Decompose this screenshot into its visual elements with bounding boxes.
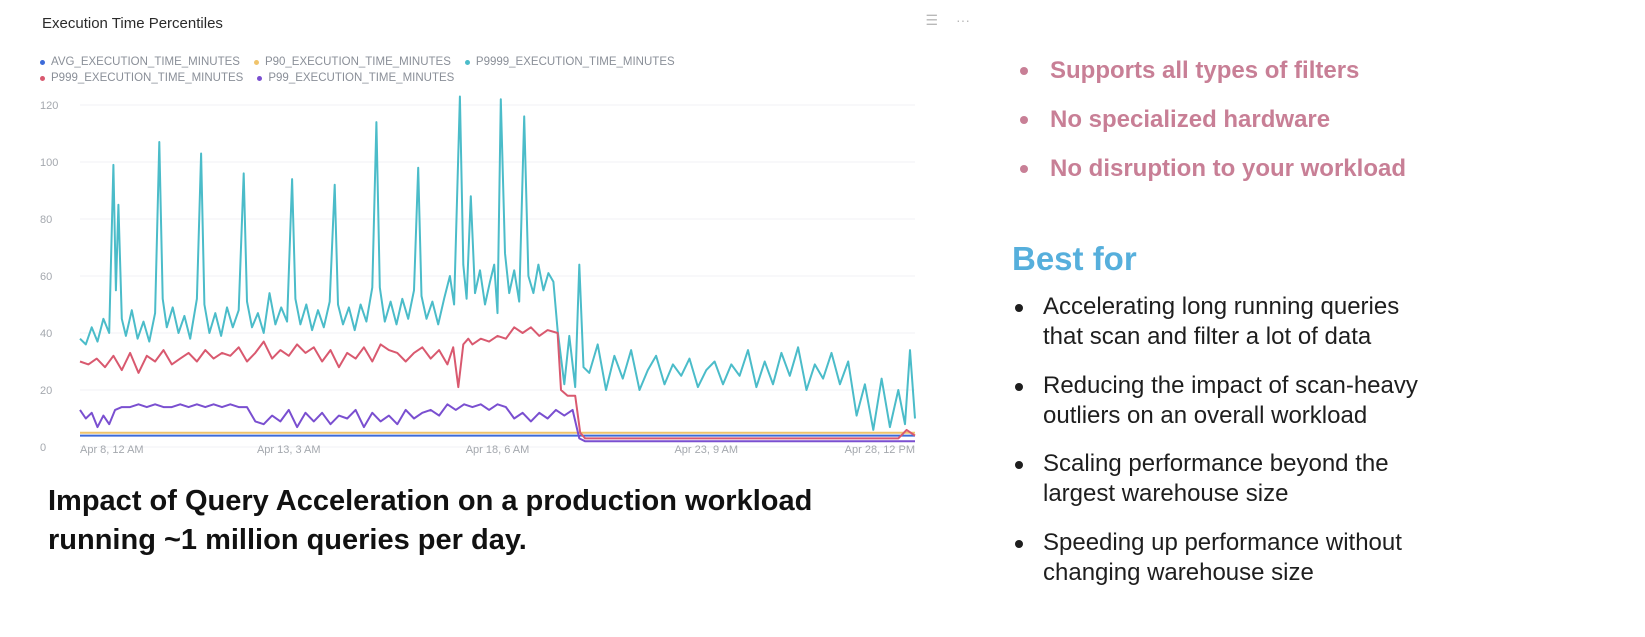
legend-swatch xyxy=(257,75,263,81)
feature-list: Supports all types of filters No special… xyxy=(1020,46,1406,193)
best-for-item-line: Scaling performance beyond the xyxy=(1043,450,1389,477)
legend-swatch xyxy=(464,59,470,65)
legend-swatch xyxy=(40,59,45,65)
bullet-icon xyxy=(1015,461,1023,469)
y-tick-label: 60 xyxy=(40,271,52,283)
legend-label: P90_EXECUTION_TIME_MINUTES xyxy=(264,56,451,68)
series-line-p9999-execution-time-minutes xyxy=(79,95,916,431)
bullet-icon xyxy=(1020,115,1028,124)
best-for-item-line: that scan and filter a lot of data xyxy=(1043,323,1372,350)
chart-title: Execution Time Percentiles xyxy=(42,15,223,32)
more-options-icon[interactable]: ··· xyxy=(956,12,970,28)
legend-swatch xyxy=(253,59,259,65)
legend-row-2: P999_EXECUTION_TIME_MINUTES P99_EXECUTIO… xyxy=(40,70,760,86)
x-tick-label: Apr 28, 12 PM xyxy=(845,444,915,456)
legend-item-p90[interactable]: P90_EXECUTION_TIME_MINUTES xyxy=(253,56,451,68)
best-for-item-line: Reducing the impact of scan-heavy xyxy=(1043,371,1418,399)
best-for-item: Scaling performance beyond the largest w… xyxy=(1015,449,1615,509)
best-for-item: Accelerating long running queries that s… xyxy=(1015,292,1615,352)
legend-label: P9999_EXECUTION_TIME_MINUTES xyxy=(475,56,675,68)
bullet-icon xyxy=(1020,164,1028,173)
bullet-icon xyxy=(1015,304,1023,312)
series-line-p99-execution-time-minutes xyxy=(79,403,915,443)
series-line-p999-execution-time-minutes xyxy=(79,326,916,440)
x-tick-label: Apr 18, 6 AM xyxy=(466,444,530,456)
feature-text: Supports all types of filters xyxy=(1050,56,1360,84)
y-tick-label: 0 xyxy=(40,442,46,454)
y-tick-label: 120 xyxy=(40,100,58,112)
legend-row-1: AVG_EXECUTION_TIME_MINUTES P90_EXECUTION… xyxy=(40,54,760,70)
best-for-item-line: outliers on an overall workload xyxy=(1043,401,1368,429)
x-tick-label: Apr 13, 3 AM xyxy=(257,444,321,456)
x-tick-label: Apr 23, 9 AM xyxy=(674,444,738,456)
feature-text: No disruption to your workload xyxy=(1050,154,1406,182)
legend-label: P999_EXECUTION_TIME_MINUTES xyxy=(51,72,244,84)
y-tick-label: 40 xyxy=(40,328,52,340)
line-chart-plot[interactable]: 0 20 40 60 80 100 120 Apr 8, 12 AM Apr 13, 3 AM A… xyxy=(30,0,970,480)
chart-caption: Impact of Query Acceleration on a produc… xyxy=(48,482,948,560)
caption-line-2: running ~1 million queries per day. xyxy=(48,524,527,556)
best-for-list: Accelerating long running queries that s… xyxy=(1015,292,1615,606)
menu-icon[interactable]: ☰ xyxy=(925,12,938,28)
best-for-item-line: Accelerating long running queries xyxy=(1043,293,1400,320)
best-for-item-line: Speeding up performance without xyxy=(1043,528,1402,556)
feature-text: No specialized hardware xyxy=(1050,105,1331,133)
legend-item-p99[interactable]: P99_EXECUTION_TIME_MINUTES xyxy=(257,72,454,84)
chart-toolbar: ☰ ··· xyxy=(925,12,970,29)
best-for-item: Speeding up performance without changing… xyxy=(1015,528,1615,588)
chart-panel: Execution Time Percentiles ☰ ··· AVG_EXE… xyxy=(30,0,970,490)
chart-legend: AVG_EXECUTION_TIME_MINUTES P90_EXECUTION… xyxy=(40,54,760,86)
feature-item: No disruption to your workload xyxy=(1020,144,1406,193)
y-tick-label: 20 xyxy=(40,385,52,397)
feature-item: Supports all types of filters xyxy=(1020,46,1406,95)
bullet-icon xyxy=(1015,382,1023,391)
bullet-icon xyxy=(1015,539,1023,548)
y-tick-label: 80 xyxy=(40,214,52,226)
legend-label: AVG_EXECUTION_TIME_MINUTES xyxy=(51,56,240,68)
caption-line-1: Impact of Query Acceleration on a produc… xyxy=(48,485,813,517)
legend-label: P99_EXECUTION_TIME_MINUTES xyxy=(268,72,455,84)
best-for-heading: Best for xyxy=(1012,240,1137,277)
bullet-icon xyxy=(1020,66,1028,75)
x-tick-label: Apr 8, 12 AM xyxy=(80,444,144,456)
feature-item: No specialized hardware xyxy=(1020,95,1406,144)
y-tick-label: 100 xyxy=(40,157,58,169)
best-for-item-line: largest warehouse size xyxy=(1043,480,1289,507)
legend-item-avg[interactable]: AVG_EXECUTION_TIME_MINUTES xyxy=(40,56,240,68)
legend-item-p9999[interactable]: P9999_EXECUTION_TIME_MINUTES xyxy=(464,56,675,68)
best-for-item: Reducing the impact of scan-heavy outlie… xyxy=(1015,371,1615,431)
legend-swatch xyxy=(40,75,45,81)
legend-item-p999[interactable]: P999_EXECUTION_TIME_MINUTES xyxy=(40,72,243,84)
best-for-item-line: changing warehouse size xyxy=(1043,558,1314,586)
